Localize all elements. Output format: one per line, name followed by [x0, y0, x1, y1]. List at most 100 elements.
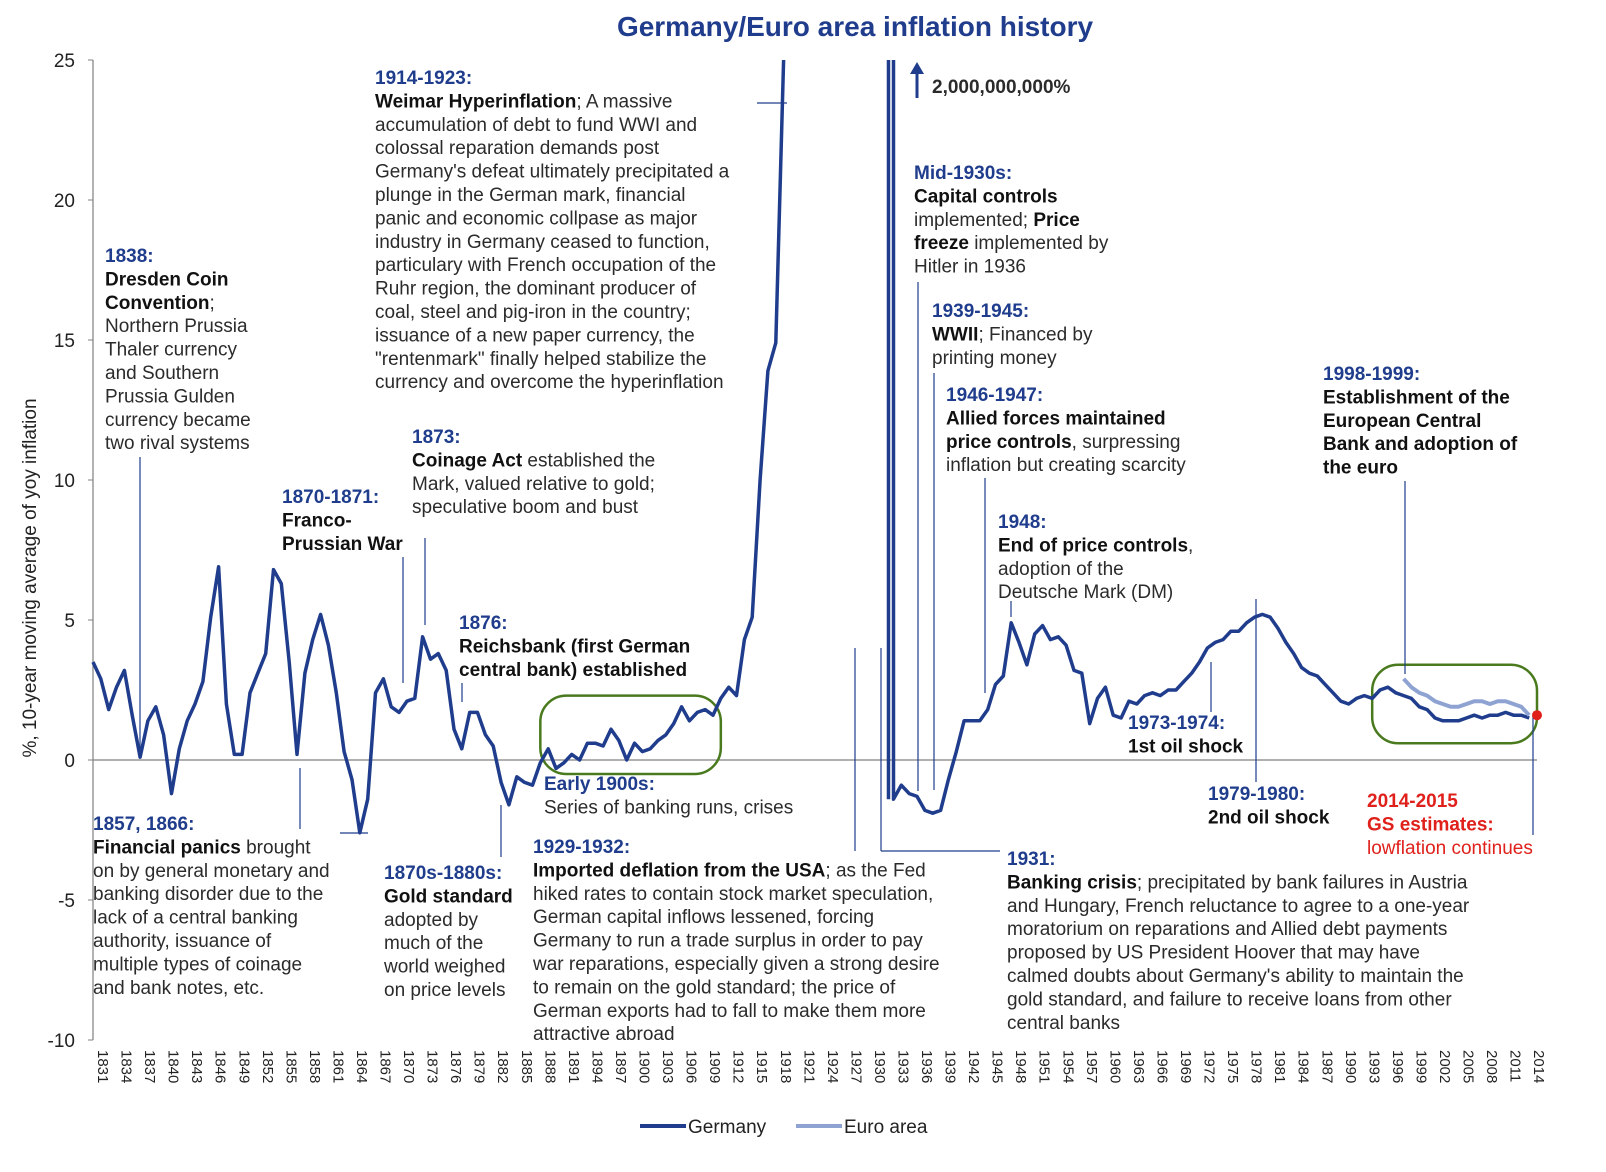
annotation-year: 1979-1980:	[1208, 784, 1305, 805]
annotation-line: particulary with French occupation of th…	[375, 255, 716, 276]
y-tick-label: -10	[48, 1031, 75, 1052]
x-tick-label: 1951	[1036, 1050, 1053, 1083]
annotation-line: coal, steel and pig-iron in the country;	[375, 302, 691, 323]
x-tick-label: 1906	[683, 1050, 700, 1083]
annotation-line: price controls	[946, 432, 1072, 453]
annotation-line: Franco-	[282, 510, 352, 531]
annotation-year: 1929-1932:	[533, 837, 630, 858]
annotation-line: "rentenmark" finally helped stabilize th…	[375, 349, 706, 370]
x-tick-label: 2008	[1483, 1050, 1500, 1083]
annotation-line: implemented by	[969, 233, 1109, 254]
annotation-year: 1870s-1880s:	[384, 863, 502, 884]
annotation-line: industry in Germany ceased to function,	[375, 232, 710, 253]
annotation-line: Prussia Gulden	[105, 386, 235, 407]
annotation-line: printing money	[932, 348, 1057, 369]
annotation-line: German exports had to fall to make them …	[533, 1001, 926, 1022]
annotation-line: Establishment of the	[1323, 387, 1510, 408]
y-tick-label: 25	[54, 51, 75, 72]
x-tick-label: 1975	[1224, 1050, 1241, 1083]
annotation-a1870: 1870-1871: Franco- Prussian War	[282, 487, 403, 555]
x-tick-label: 2014	[1530, 1050, 1547, 1083]
annotation-year: 1948:	[998, 512, 1047, 533]
annotation-line: currency became	[105, 410, 251, 431]
annotation-line: ; Financed by	[978, 324, 1093, 345]
x-tick-label: 1978	[1248, 1050, 1265, 1083]
annotation-text: Early 1900s: Series of banking runs, cris…	[544, 774, 793, 818]
x-tick-label: 1855	[282, 1050, 299, 1083]
x-tick-label: 1912	[730, 1050, 747, 1083]
highlight-box	[1370, 663, 1539, 745]
annotation-a1998: 1998-1999: Establishment of the European C…	[1323, 364, 1518, 479]
annotation-year: 1939-1945:	[932, 301, 1029, 322]
annotation-a1873: 1873: Coinage Act established the Mark, va…	[412, 427, 655, 518]
annotation-text: 1973-1974: 1st oil shock	[1128, 713, 1244, 757]
annotation-line: two rival systems	[105, 433, 250, 454]
annotation-line: implemented;	[914, 210, 1033, 231]
annotation-line: freeze	[914, 233, 969, 254]
annotation-line: Capital controls	[914, 186, 1058, 207]
x-tick-label: 1888	[541, 1050, 558, 1083]
legend-label: Germany	[688, 1117, 767, 1138]
annotation-text: 1931: Banking crisis; precipitated by ban…	[1007, 849, 1470, 1034]
x-tick-label: 2002	[1436, 1050, 1453, 1083]
annotation-line: ; as the Fed	[825, 860, 925, 881]
annotation-line: world weighed	[383, 957, 505, 978]
annotation-line: Series of banking runs, crises	[544, 797, 793, 818]
annotation-line: Hitler in 1936	[914, 257, 1026, 278]
annotation-line: calmed doubts about Germany's ability to…	[1007, 966, 1464, 987]
annotation-line: GS estimates:	[1367, 814, 1494, 835]
annotation-line: plunge in the German mark, financial	[375, 185, 686, 206]
x-tick-label: 1927	[847, 1050, 864, 1083]
x-tick-label: 1990	[1342, 1050, 1359, 1083]
annotation-year: Mid-1930s:	[914, 163, 1012, 184]
x-tick-label: 1852	[259, 1050, 276, 1083]
x-tick-label: 1945	[989, 1050, 1006, 1083]
y-tick-label: 5	[64, 611, 75, 632]
x-tick-label: 1984	[1295, 1050, 1312, 1083]
peak-label: 2,000,000,000%	[932, 77, 1071, 98]
x-tick-label: 1834	[118, 1050, 135, 1083]
annotation-line: ,	[1188, 535, 1193, 556]
x-tick-label: 1843	[188, 1050, 205, 1083]
annotation-year: 1870-1871:	[282, 487, 379, 508]
annotation-a1929: 1929-1932: Imported deflation from the US…	[532, 837, 940, 1045]
annotation-line: panic and economic collpase as major	[375, 208, 698, 229]
x-tick-label: 1996	[1389, 1050, 1406, 1083]
x-tick-label: 1960	[1106, 1050, 1123, 1083]
x-tick-label: 1891	[565, 1050, 582, 1083]
annotation-line: Financial panics	[93, 837, 241, 858]
annotation-text: 1946-1947: Allied forces maintained price …	[946, 385, 1186, 476]
annotation-line: Dresden Coin	[105, 269, 229, 290]
annotation-text: 1948: End of price controls, adoption of t…	[998, 512, 1193, 603]
annotation-text: 1929-1932: Imported deflation from the US…	[532, 837, 940, 1045]
peak-arrow-icon	[910, 62, 924, 74]
x-tick-label: 1840	[165, 1050, 182, 1083]
annotation-line: authority, issuance of	[93, 931, 272, 952]
annotation-year: 1857, 1866:	[93, 814, 194, 835]
x-tick-label: 1930	[871, 1050, 888, 1083]
annotation-year: 1931:	[1007, 849, 1056, 870]
highlight-box	[539, 694, 723, 776]
annotation-year: 1973-1974:	[1128, 713, 1225, 734]
annotation-line: Thaler currency	[105, 340, 237, 361]
annotation-year: 1946-1947:	[946, 385, 1043, 406]
germany-series-line	[91, 59, 786, 835]
annotation-line: attractive abroad	[533, 1024, 675, 1045]
annotation-a1931: 1931: Banking crisis; precipitated by ban…	[1007, 849, 1470, 1034]
x-tick-label: 1879	[471, 1050, 488, 1083]
annotation-line: Imported deflation from the USA	[533, 860, 826, 881]
x-tick-label: 1894	[588, 1050, 605, 1083]
annotation-text: 1870-1871: Franco- Prussian War	[282, 487, 403, 555]
annotation-line: Coinage Act	[412, 450, 523, 471]
x-tick-label: 1972	[1201, 1050, 1218, 1083]
annotation-line: central banks	[1007, 1013, 1120, 1034]
y-tick-label: 20	[54, 191, 75, 212]
annotation-year: 2014-2015	[1367, 791, 1458, 812]
x-tick-label: 1870	[400, 1050, 417, 1083]
annotation-line: Reichsbank (first German	[459, 636, 690, 657]
annotation-text: Mid-1930s: Capital controls implemented; P…	[914, 163, 1109, 278]
annotation-line: multiple types of coinage	[93, 954, 302, 975]
annotation-a1857: 1857, 1866: Financial panics brought on by…	[93, 814, 330, 999]
x-tick-label: 1921	[800, 1050, 817, 1083]
annotation-line: Gold standard	[384, 886, 513, 907]
